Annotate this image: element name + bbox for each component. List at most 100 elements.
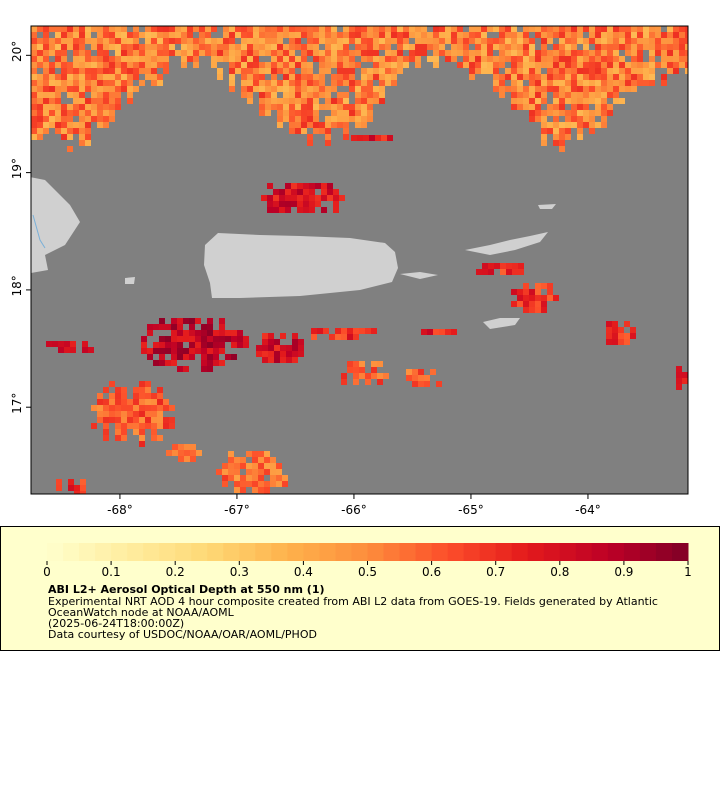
aerosol-pixel <box>499 86 505 92</box>
aerosol-pixel <box>571 26 577 32</box>
aerosol-pixel <box>229 38 235 44</box>
aerosol-pixel <box>337 80 343 86</box>
aerosol-pixel <box>277 110 283 116</box>
aerosol-pixel <box>247 92 253 98</box>
aerosol-pixel <box>91 56 97 62</box>
aerosol-pixel <box>676 378 682 384</box>
aerosol-pixel <box>488 263 494 269</box>
aerosol-pixel <box>31 74 37 80</box>
aerosol-pixel <box>601 68 607 74</box>
aerosol-pixel <box>355 116 361 122</box>
aerosol-pixel <box>262 345 268 351</box>
aerosol-pixel <box>351 135 357 141</box>
aerosol-pixel <box>37 26 43 32</box>
aerosol-pixel <box>511 26 517 32</box>
aerosol-pixel <box>213 360 219 366</box>
aerosol-pixel <box>252 469 258 475</box>
aerosol-pixel <box>235 32 241 38</box>
aerosol-pixel <box>523 86 529 92</box>
aerosol-pixel <box>309 189 315 195</box>
colorbar-tick-label: 0.1 <box>102 565 121 579</box>
aerosol-pixel <box>412 381 418 387</box>
aerosol-pixel <box>115 393 121 399</box>
aerosol-pixel <box>535 50 541 56</box>
aerosol-pixel <box>339 195 345 201</box>
aerosol-pixel <box>241 62 247 68</box>
aerosol-pixel <box>145 423 151 429</box>
aerosol-pixel <box>115 44 121 50</box>
aerosol-pixel <box>589 80 595 86</box>
aerosol-pixel <box>451 329 457 335</box>
colorbar-cell <box>463 543 481 561</box>
aerosol-pixel <box>289 50 295 56</box>
y-tick-label: 20° <box>10 41 24 62</box>
aerosol-pixel <box>418 369 424 375</box>
aerosol-pixel <box>201 330 207 336</box>
aerosol-pixel <box>31 62 37 68</box>
aerosol-pixel <box>541 116 547 122</box>
aerosol-pixel <box>547 50 553 56</box>
aerosol-pixel <box>523 307 529 313</box>
aerosol-pixel <box>37 104 43 110</box>
aerosol-pixel <box>171 318 177 324</box>
aerosol-pixel <box>307 50 313 56</box>
aerosol-pixel <box>295 56 301 62</box>
aerosol-pixel <box>391 32 397 38</box>
aerosol-pixel <box>97 405 103 411</box>
aerosol-pixel <box>181 62 187 68</box>
aerosol-pixel <box>289 32 295 38</box>
aerosol-pixel <box>61 128 67 134</box>
aerosol-pixel <box>301 32 307 38</box>
aerosol-pixel <box>643 80 649 86</box>
aerosol-pixel <box>259 68 265 74</box>
aerosol-pixel <box>97 44 103 50</box>
aerosol-pixel <box>195 330 201 336</box>
aerosol-pixel <box>217 74 223 80</box>
aerosol-pixel <box>201 342 207 348</box>
aerosol-pixel <box>73 128 79 134</box>
aerosol-pixel <box>79 68 85 74</box>
aerosol-pixel <box>529 289 535 295</box>
colorbar-cell <box>175 543 192 561</box>
aerosol-pixel <box>139 387 145 393</box>
aerosol-pixel <box>151 429 157 435</box>
colorbar-cell <box>479 543 497 561</box>
aerosol-pixel <box>667 38 673 44</box>
aerosol-pixel <box>133 32 139 38</box>
aerosol-pixel <box>247 68 253 74</box>
aerosol-pixel <box>613 26 619 32</box>
aerosol-pixel <box>571 122 577 128</box>
aerosol-pixel <box>283 110 289 116</box>
aerosol-pixel <box>583 104 589 110</box>
aerosol-pixel <box>613 86 619 92</box>
aerosol-pixel <box>541 307 547 313</box>
aerosol-pixel <box>331 110 337 116</box>
aerosol-pixel <box>139 399 145 405</box>
aerosol-pixel <box>673 50 679 56</box>
aerosol-pixel <box>43 32 49 38</box>
aerosol-pixel <box>274 345 280 351</box>
aerosol-pixel <box>159 360 165 366</box>
aerosol-pixel <box>271 56 277 62</box>
aerosol-pixel <box>601 56 607 62</box>
aerosol-pixel <box>523 68 529 74</box>
aerosol-pixel <box>637 68 643 74</box>
aerosol-pixel <box>55 62 61 68</box>
aerosol-pixel <box>606 333 612 339</box>
aerosol-pixel <box>624 333 630 339</box>
aerosol-pixel <box>37 98 43 104</box>
aerosol-pixel <box>337 110 343 116</box>
aerosol-pixel <box>637 80 643 86</box>
aerosol-pixel <box>529 92 535 98</box>
aerosol-pixel <box>601 50 607 56</box>
aerosol-pixel <box>151 56 157 62</box>
aerosol-pixel <box>229 50 235 56</box>
aerosol-pixel <box>43 86 49 92</box>
aerosol-pixel <box>213 330 219 336</box>
aerosol-pixel <box>277 44 283 50</box>
aerosol-pixel <box>97 411 103 417</box>
aerosol-pixel <box>547 68 553 74</box>
aerosol-pixel <box>277 104 283 110</box>
aerosol-pixel <box>337 116 343 122</box>
aerosol-pixel <box>205 38 211 44</box>
